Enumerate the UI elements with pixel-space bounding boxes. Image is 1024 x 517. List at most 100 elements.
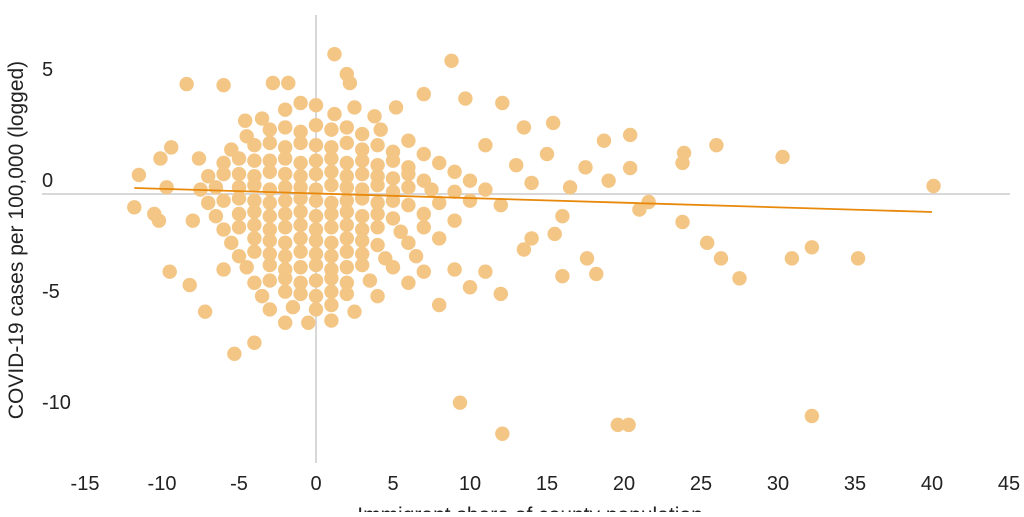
data-point — [370, 220, 385, 235]
data-point — [324, 248, 339, 264]
data-point — [197, 304, 213, 319]
data-point — [262, 164, 277, 179]
data-point — [231, 151, 247, 166]
data-point — [231, 248, 247, 264]
data-point — [308, 273, 324, 288]
data-point — [278, 284, 293, 299]
data-point — [159, 180, 174, 195]
data-point — [339, 204, 354, 219]
data-point — [324, 164, 339, 179]
data-point — [247, 244, 262, 259]
data-point — [452, 395, 468, 410]
data-point — [370, 206, 385, 222]
data-point — [324, 177, 339, 193]
data-point — [424, 182, 439, 197]
data-point — [355, 191, 370, 206]
data-point — [342, 75, 358, 91]
data-point — [622, 127, 638, 143]
data-point — [347, 100, 362, 115]
data-point — [370, 177, 385, 193]
x-tick-label: -5 — [230, 473, 248, 495]
data-point — [301, 315, 316, 330]
data-point — [432, 195, 447, 211]
data-point — [293, 169, 308, 184]
data-point — [293, 124, 308, 140]
data-point — [308, 166, 324, 182]
data-point — [308, 153, 324, 168]
data-point — [247, 335, 262, 350]
data-point — [447, 164, 462, 179]
data-point — [327, 46, 342, 62]
data-point — [926, 178, 941, 194]
data-point — [462, 173, 478, 188]
data-point — [401, 235, 416, 251]
data-point — [462, 193, 478, 208]
data-point — [339, 244, 354, 259]
y-tick-label: -10 — [42, 392, 71, 414]
data-point — [216, 166, 231, 182]
data-point — [416, 220, 431, 235]
data-point — [493, 286, 508, 302]
data-point — [545, 115, 561, 131]
data-point — [339, 155, 354, 171]
data-point — [775, 149, 790, 165]
data-point — [447, 213, 462, 228]
data-point — [339, 169, 354, 184]
data-point — [308, 246, 324, 262]
data-point — [509, 157, 524, 173]
data-point — [262, 246, 277, 262]
data-point — [324, 284, 339, 299]
data-point — [385, 193, 401, 208]
data-point — [308, 209, 324, 224]
trend-line-group — [134, 187, 933, 213]
data-point — [247, 137, 262, 153]
data-point — [339, 217, 354, 233]
data-point — [278, 140, 293, 155]
data-point — [347, 304, 362, 319]
data-point — [355, 209, 370, 224]
data-point — [447, 184, 462, 199]
x-tick-label: 20 — [613, 473, 635, 495]
data-point — [478, 264, 493, 279]
data-point — [278, 166, 293, 182]
data-point — [324, 206, 339, 222]
data-point — [247, 193, 262, 208]
data-point — [262, 195, 277, 211]
data-point — [278, 220, 293, 235]
data-point — [308, 288, 324, 304]
data-point — [370, 237, 385, 253]
data-point — [355, 153, 370, 168]
data-point — [324, 122, 339, 137]
data-point — [401, 275, 416, 290]
data-point — [579, 251, 595, 266]
data-point — [401, 166, 416, 182]
data-point — [699, 235, 715, 251]
data-point — [308, 137, 324, 153]
data-point — [231, 166, 247, 182]
data-point — [262, 135, 277, 151]
data-point — [401, 133, 416, 148]
data-point — [247, 217, 262, 233]
data-point — [293, 260, 308, 275]
data-point — [278, 248, 293, 264]
data-point — [262, 233, 277, 248]
data-point — [539, 146, 555, 162]
data-point — [254, 288, 270, 304]
data-point — [201, 169, 216, 184]
data-point — [804, 408, 820, 424]
data-point — [278, 271, 293, 286]
data-point — [432, 231, 447, 246]
data-point — [216, 155, 231, 171]
data-point — [324, 195, 339, 211]
data-point — [179, 76, 194, 92]
data-point — [293, 191, 308, 206]
data-point — [547, 226, 562, 242]
data-point — [247, 275, 262, 290]
data-point — [784, 251, 800, 266]
x-tick-label: 0 — [310, 473, 321, 495]
data-point — [164, 140, 179, 155]
data-point — [308, 233, 324, 248]
data-point — [308, 302, 324, 317]
